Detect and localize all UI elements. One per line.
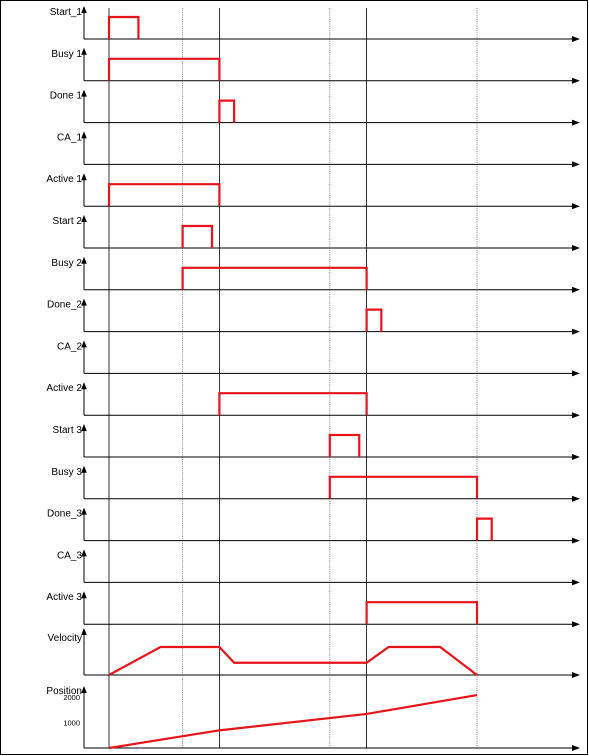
signal-row-busy-1: Busy 1 (51, 47, 580, 84)
active-1-y-arrow (81, 173, 87, 181)
done-1-y-arrow (81, 89, 87, 97)
start-3-y-arrow (81, 424, 87, 431)
signal-row-active-1: Active 1 (46, 173, 580, 210)
start-2-time-arrow (572, 245, 580, 251)
ca-3-y-arrow (81, 549, 87, 557)
position-tick-2000: 2000 (63, 693, 80, 702)
ca-1-y-arrow (81, 131, 87, 139)
signal-row-start-1: Start_1 (50, 6, 580, 42)
start-2-pulse-1 (181, 224, 214, 248)
done-1-time-arrow (572, 119, 580, 126)
done-3-time-arrow (572, 537, 580, 544)
active-3-y-arrow (81, 591, 87, 599)
start-2-label: Start 2 (53, 216, 83, 227)
start-3-time-arrow (572, 454, 580, 460)
active-1-label: Active 1 (46, 174, 82, 185)
done-1-pulse-1 (218, 99, 236, 123)
busy-2-y-arrow (81, 256, 87, 264)
position-label: Position (46, 686, 82, 697)
start-3-pulse-1 (328, 433, 361, 457)
active-3-pulse-1 (365, 601, 479, 625)
active-3-time-arrow (572, 621, 580, 628)
active-2-label: Active 2 (46, 383, 82, 394)
active-1-time-arrow (572, 203, 580, 210)
signal-row-done-3: Done_3 (47, 507, 580, 544)
busy-2-pulse-1 (181, 266, 368, 290)
signal-row-start-3: Start 3 (53, 424, 580, 460)
busy-2-label: Busy 2 (51, 258, 82, 269)
busy-1-time-arrow (572, 77, 580, 84)
position-y-arrow (81, 686, 87, 693)
done-3-y-arrow (81, 507, 87, 515)
busy-1-label: Busy 1 (51, 49, 82, 60)
ca-1-label: CA_1 (57, 132, 82, 143)
start-1-label: Start_1 (50, 7, 83, 18)
velocity-row: Velocity (48, 628, 580, 678)
signal-row-ca-1: CA_1 (57, 131, 580, 168)
ca-3-label: CA_3 (57, 550, 82, 561)
start-2-y-arrow (81, 215, 87, 222)
start-3-label: Start 3 (53, 425, 83, 436)
event-guides (108, 8, 478, 748)
ca-2-time-arrow (572, 370, 580, 377)
velocity-y-arrow (81, 628, 87, 635)
velocity-profile (108, 645, 478, 676)
busy-3-time-arrow (572, 495, 580, 502)
ca-2-label: CA_2 (57, 341, 82, 352)
ca-1-time-arrow (572, 161, 580, 168)
busy-2-time-arrow (572, 286, 580, 293)
signal-row-done-2: Done_2 (47, 298, 580, 335)
active-2-time-arrow (572, 412, 580, 419)
ca-2-y-arrow (81, 340, 87, 348)
signal-row-busy-2: Busy 2 (51, 256, 580, 293)
start-1-time-arrow (572, 36, 580, 42)
velocity-time-arrow (572, 672, 580, 678)
active-2-pulse-1 (218, 392, 368, 416)
signal-row-active-2: Active 2 (46, 382, 580, 419)
done-2-pulse-1 (365, 308, 383, 332)
position-tick-1000: 1000 (63, 718, 80, 727)
signal-row-done-1: Done 1 (50, 89, 580, 126)
done-2-y-arrow (81, 298, 87, 306)
signal-rows: Start_1 Busy 1 Done 1 CA_1 Active 1 Start 2 Bu… (46, 6, 580, 751)
start-1-pulse-1 (107, 15, 140, 39)
position-time-arrow (572, 745, 580, 751)
start-1-y-arrow (81, 6, 87, 13)
busy-3-y-arrow (81, 465, 87, 473)
signal-row-active-3: Active 3 (46, 591, 580, 628)
active-2-y-arrow (81, 382, 87, 390)
busy-1-pulse-1 (107, 57, 221, 81)
active-1-pulse-1 (107, 183, 221, 207)
active-3-label: Active 3 (46, 592, 82, 603)
signal-row-start-2: Start 2 (53, 215, 580, 251)
busy-1-y-arrow (81, 47, 87, 55)
signal-row-busy-3: Busy 3 (51, 465, 580, 502)
done-3-label: Done_3 (47, 509, 82, 520)
done-2-time-arrow (572, 328, 580, 335)
velocity-label: Velocity (48, 633, 82, 644)
signal-row-ca-2: CA_2 (57, 340, 580, 377)
done-1-label: Done 1 (50, 91, 83, 102)
position-profile (108, 693, 478, 750)
ca-3-time-arrow (572, 579, 580, 586)
busy-3-label: Busy 3 (51, 467, 82, 478)
done-3-pulse-1 (475, 517, 493, 541)
done-2-label: Done_2 (47, 300, 82, 311)
signal-row-ca-3: CA_3 (57, 549, 580, 586)
busy-3-pulse-1 (328, 475, 479, 499)
